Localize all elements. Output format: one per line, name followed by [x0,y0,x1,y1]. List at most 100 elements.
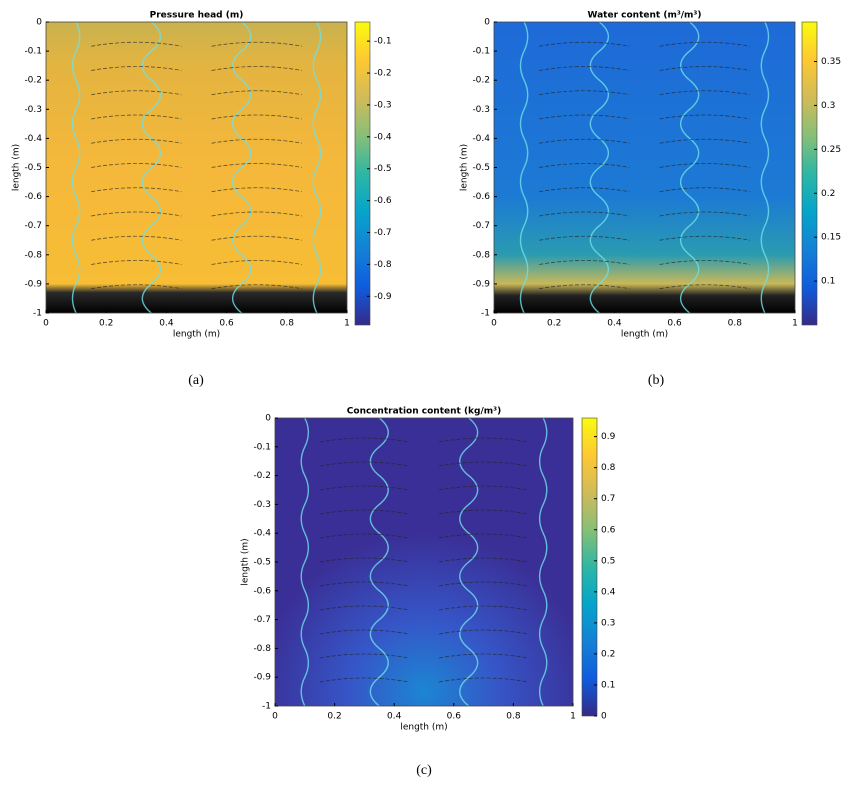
y-axis-label: length (m) [460,144,470,191]
colorbar [354,21,371,326]
field [46,22,347,313]
x-tick-label: 0.4 [159,319,174,329]
colorbar-tick-label: -0.4 [374,132,392,142]
colorbar-tick-label: 0.7 [601,494,615,504]
colorbar-tick-label: 0.35 [821,57,841,67]
x-tick-label: 0 [491,319,497,329]
contour [539,260,750,265]
x-tick-label: 1 [570,712,576,722]
field [275,418,573,706]
y-tick-label: -0.6 [24,192,42,202]
colorbar-tick-label: 0.3 [821,101,835,111]
y-axis-label: length (m) [241,538,251,585]
contour [91,66,302,71]
x-tick-label: 0.4 [607,319,622,329]
contour [91,211,302,217]
panel: 0 0.2 0.4 0.6 0.8 1 0 -0.1 -0.2 -0.3 -0.4 -0.5 -0.6 -… [12,11,392,389]
x-tick-label: 0 [272,712,278,722]
y-tick-label: -0.5 [472,163,490,173]
contour [319,677,529,683]
panel: 0 0.2 0.4 0.6 0.8 1 0 -0.1 -0.2 -0.3 -0.4 -0.5 -0.6 -… [241,407,616,779]
x-tick-label: 0.6 [447,712,462,722]
y-tick-label: -1 [262,702,271,712]
x-axis-label: length (m) [173,330,220,340]
y-tick-label: -0.8 [24,250,42,260]
streamline [312,21,322,314]
y-tick-label: -1 [33,309,42,319]
contour [319,485,529,491]
contour [91,114,302,120]
y-tick-label: -0.6 [472,192,490,202]
colorbar-tick-label: -0.8 [374,260,392,270]
streamline [231,21,252,314]
x-tick-label: 0.6 [667,319,682,329]
contour [91,163,302,168]
caption: (c) [416,763,432,778]
contour [319,653,529,659]
y-tick-label: 0 [484,18,490,28]
caption: (b) [648,373,665,388]
y-tick-label: -0.3 [253,500,271,510]
contour [539,235,750,241]
field [494,22,795,313]
colorbar [801,21,818,326]
y-tick-label: 0 [265,414,271,424]
caption: (a) [188,373,204,388]
contour [91,260,302,265]
colorbar [581,417,598,717]
y-tick-label: -0.2 [472,76,490,86]
streamline [538,417,548,707]
colorbar-tick-label: -0.3 [374,100,392,110]
colorbar-tick-label: 0.2 [821,189,835,199]
x-tick-label: 0.8 [506,712,521,722]
y-tick-label: -0.1 [253,442,271,452]
y-tick-label: -0.4 [24,134,42,144]
colorbar-tick-label: 0.5 [601,556,615,566]
contour [319,437,529,443]
contour [91,90,302,96]
streamline [300,417,310,707]
chart-title: Pressure head (m) [150,11,244,21]
contour [91,187,302,193]
colorbar-tick-label: 0.4 [601,587,616,597]
x-axis-label: length (m) [400,723,447,733]
colorbar-tick-label: 0.25 [821,145,841,155]
y-tick-label: -0.2 [253,471,271,481]
y-tick-label: 0 [36,18,42,28]
contour [319,509,529,515]
colorbar-tick-label: 0.6 [601,525,616,535]
streamline [760,21,770,314]
contour [319,581,529,587]
y-tick-label: -1 [481,309,490,319]
streamline [369,417,389,707]
y-tick-label: -0.7 [24,221,42,231]
colorbar-tick-label: -0.2 [374,69,392,79]
y-tick-label: -0.3 [472,105,490,115]
contour [539,90,750,96]
contour [319,629,529,635]
contour [91,235,302,241]
streamline [679,21,700,314]
x-tick-label: 0.2 [327,712,341,722]
chart-title: Concentration content (kg/m³) [347,407,501,417]
streamline [141,21,162,314]
contour [319,461,529,467]
colorbar-tick-label: 0.8 [601,463,616,473]
colorbar-tick-label: 0 [601,712,607,722]
x-tick-label: 0.6 [219,319,234,329]
y-tick-label: -0.4 [472,134,490,144]
contour [539,114,750,120]
colorbar-tick-label: 0.1 [821,277,835,287]
y-tick-label: -0.9 [24,279,42,289]
y-tick-label: -0.3 [24,105,42,115]
x-tick-label: 0.8 [728,319,743,329]
colorbar-tick-label: -0.9 [374,292,392,302]
contour [91,41,302,47]
colorbar-tick-label: -0.6 [374,196,392,206]
streamline [519,21,529,314]
y-tick-label: -0.5 [24,163,42,173]
y-tick-label: -0.1 [472,47,490,57]
contour [539,163,750,168]
streamline [459,417,479,707]
